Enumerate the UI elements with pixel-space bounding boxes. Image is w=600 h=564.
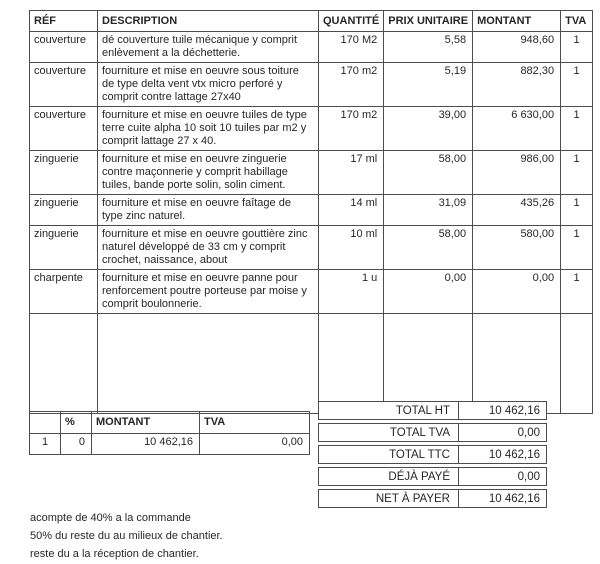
table-row: zinguerie fourniture et mise en oeuvre f… xyxy=(29,194,594,226)
items-table: RÉF DESCRIPTION QUANTITÉ PRIX UNITAIRE M… xyxy=(29,10,594,414)
table-row-empty xyxy=(29,313,594,414)
header-amount: MONTANT xyxy=(472,10,562,32)
total-tva-value: 0,00 xyxy=(458,424,546,441)
cell-unit-price: 58,00 xyxy=(383,225,474,270)
cell-qty: 170 m2 xyxy=(317,106,385,151)
table-row: zinguerie fourniture et mise en oeuvre z… xyxy=(29,150,594,195)
recap-header-code xyxy=(29,411,61,434)
items-header-row: RÉF DESCRIPTION QUANTITÉ PRIX UNITAIRE M… xyxy=(29,10,594,32)
cell-description: dé couverture tuile mécanique y comprit … xyxy=(97,31,319,63)
tva-recap-table: % MONTANT TVA 1 0 10 462,16 0,00 xyxy=(29,411,310,455)
cell-amount: 882,30 xyxy=(472,62,562,107)
cell-ref: zinguerie xyxy=(29,194,98,226)
cell-amount: 986,00 xyxy=(472,150,562,195)
cell-amount: 0,00 xyxy=(472,269,562,314)
total-ttc-value: 10 462,16 xyxy=(458,446,546,463)
total-ht-row: TOTAL HT 10 462,16 xyxy=(318,401,547,420)
recap-header-amount: MONTANT xyxy=(91,411,200,434)
cell-amount: 580,00 xyxy=(472,225,562,270)
header-unit-price: PRIX UNITAIRE xyxy=(383,10,474,32)
cell-description: fourniture et mise en oeuvre panne pour … xyxy=(97,269,319,314)
cell-qty: 17 ml xyxy=(317,150,385,195)
cell-qty: 170 m2 xyxy=(317,62,385,107)
cell-qty: 10 ml xyxy=(317,225,385,270)
net-a-payer-value: 10 462,16 xyxy=(458,490,546,507)
recap-header-row: % MONTANT TVA xyxy=(29,411,310,434)
cell-qty xyxy=(317,313,385,414)
cell-ref: couverture xyxy=(29,106,98,151)
header-qty: QUANTITÉ xyxy=(317,10,385,32)
payment-terms: acompte de 40% a la commande 50% du rest… xyxy=(30,509,223,563)
table-row: couverture fourniture et mise en oeuvre … xyxy=(29,106,594,151)
payment-term-line: reste du a la réception de chantier. xyxy=(30,548,199,560)
cell-tva: 1 xyxy=(560,150,594,195)
deja-paye-label: DÉJÀ PAYÉ xyxy=(388,470,450,483)
payment-term-line: 50% du reste du au milieux de chantier. xyxy=(30,530,223,542)
cell-tva: 1 xyxy=(560,194,594,226)
table-row: couverture fourniture et mise en oeuvre … xyxy=(29,62,594,107)
cell-unit-price: 5,58 xyxy=(383,31,474,63)
cell-ref: charpente xyxy=(29,269,98,314)
cell-amount: 435,26 xyxy=(472,194,562,226)
cell-unit-price: 58,00 xyxy=(383,150,474,195)
cell-unit-price: 31,09 xyxy=(383,194,474,226)
cell-qty: 1 u xyxy=(317,269,385,314)
net-a-payer-label: NET À PAYER xyxy=(375,492,450,505)
cell-unit-price: 0,00 xyxy=(383,269,474,314)
cell-amount: 948,60 xyxy=(472,31,562,63)
header-description: DESCRIPTION xyxy=(97,10,319,32)
cell-unit-price: 5,19 xyxy=(383,62,474,107)
header-tva: TVA xyxy=(560,10,594,32)
recap-data-row: 1 0 10 462,16 0,00 xyxy=(29,433,310,455)
recap-cell-code: 1 xyxy=(29,433,61,455)
cell-tva xyxy=(560,313,594,414)
cell-ref: couverture xyxy=(29,62,98,107)
recap-cell-pct: 0 xyxy=(60,433,92,455)
cell-qty: 170 M2 xyxy=(317,31,385,63)
total-ht-value: 10 462,16 xyxy=(458,402,546,419)
table-row: zinguerie fourniture et mise en oeuvre g… xyxy=(29,225,594,270)
net-a-payer-row: NET À PAYER 10 462,16 xyxy=(318,489,547,508)
deja-paye-value: 0,00 xyxy=(458,468,546,485)
total-ttc-label: TOTAL TTC xyxy=(389,448,450,461)
cell-unit-price xyxy=(383,313,474,414)
cell-tva: 1 xyxy=(560,106,594,151)
cell-ref xyxy=(29,313,98,414)
cell-amount xyxy=(472,313,562,414)
cell-description: fourniture et mise en oeuvre faîtage de … xyxy=(97,194,319,226)
total-ttc-row: TOTAL TTC 10 462,16 xyxy=(318,445,547,464)
recap-header-tva: TVA xyxy=(199,411,310,434)
cell-unit-price: 39,00 xyxy=(383,106,474,151)
cell-description: fourniture et mise en oeuvre tuiles de t… xyxy=(97,106,319,151)
total-ht-label: TOTAL HT xyxy=(395,404,450,417)
table-row: couverture dé couverture tuile mécanique… xyxy=(29,31,594,63)
recap-header-pct: % xyxy=(60,411,92,434)
cell-description: fourniture et mise en oeuvre zinguerie c… xyxy=(97,150,319,195)
cell-description: fourniture et mise en oeuvre gouttière z… xyxy=(97,225,319,270)
recap-cell-amount: 10 462,16 xyxy=(91,433,200,455)
cell-tva: 1 xyxy=(560,31,594,63)
deja-paye-row: DÉJÀ PAYÉ 0,00 xyxy=(318,467,547,486)
cell-description: fourniture et mise en oeuvre sous toitur… xyxy=(97,62,319,107)
cell-ref: zinguerie xyxy=(29,150,98,195)
cell-ref: zinguerie xyxy=(29,225,98,270)
recap-cell-tva: 0,00 xyxy=(199,433,310,455)
total-tva-label: TOTAL TVA xyxy=(389,426,450,439)
totals-block: TOTAL HT 10 462,16 TOTAL TVA 0,00 TOTAL … xyxy=(318,401,547,511)
total-tva-row: TOTAL TVA 0,00 xyxy=(318,423,547,442)
table-row: charpente fourniture et mise en oeuvre p… xyxy=(29,269,594,314)
cell-description xyxy=(97,313,319,414)
cell-qty: 14 ml xyxy=(317,194,385,226)
cell-tva: 1 xyxy=(560,269,594,314)
cell-tva: 1 xyxy=(560,62,594,107)
cell-amount: 6 630,00 xyxy=(472,106,562,151)
cell-tva: 1 xyxy=(560,225,594,270)
header-ref: RÉF xyxy=(29,10,98,32)
payment-term-line: acompte de 40% a la commande xyxy=(30,512,191,524)
cell-ref: couverture xyxy=(29,31,98,63)
